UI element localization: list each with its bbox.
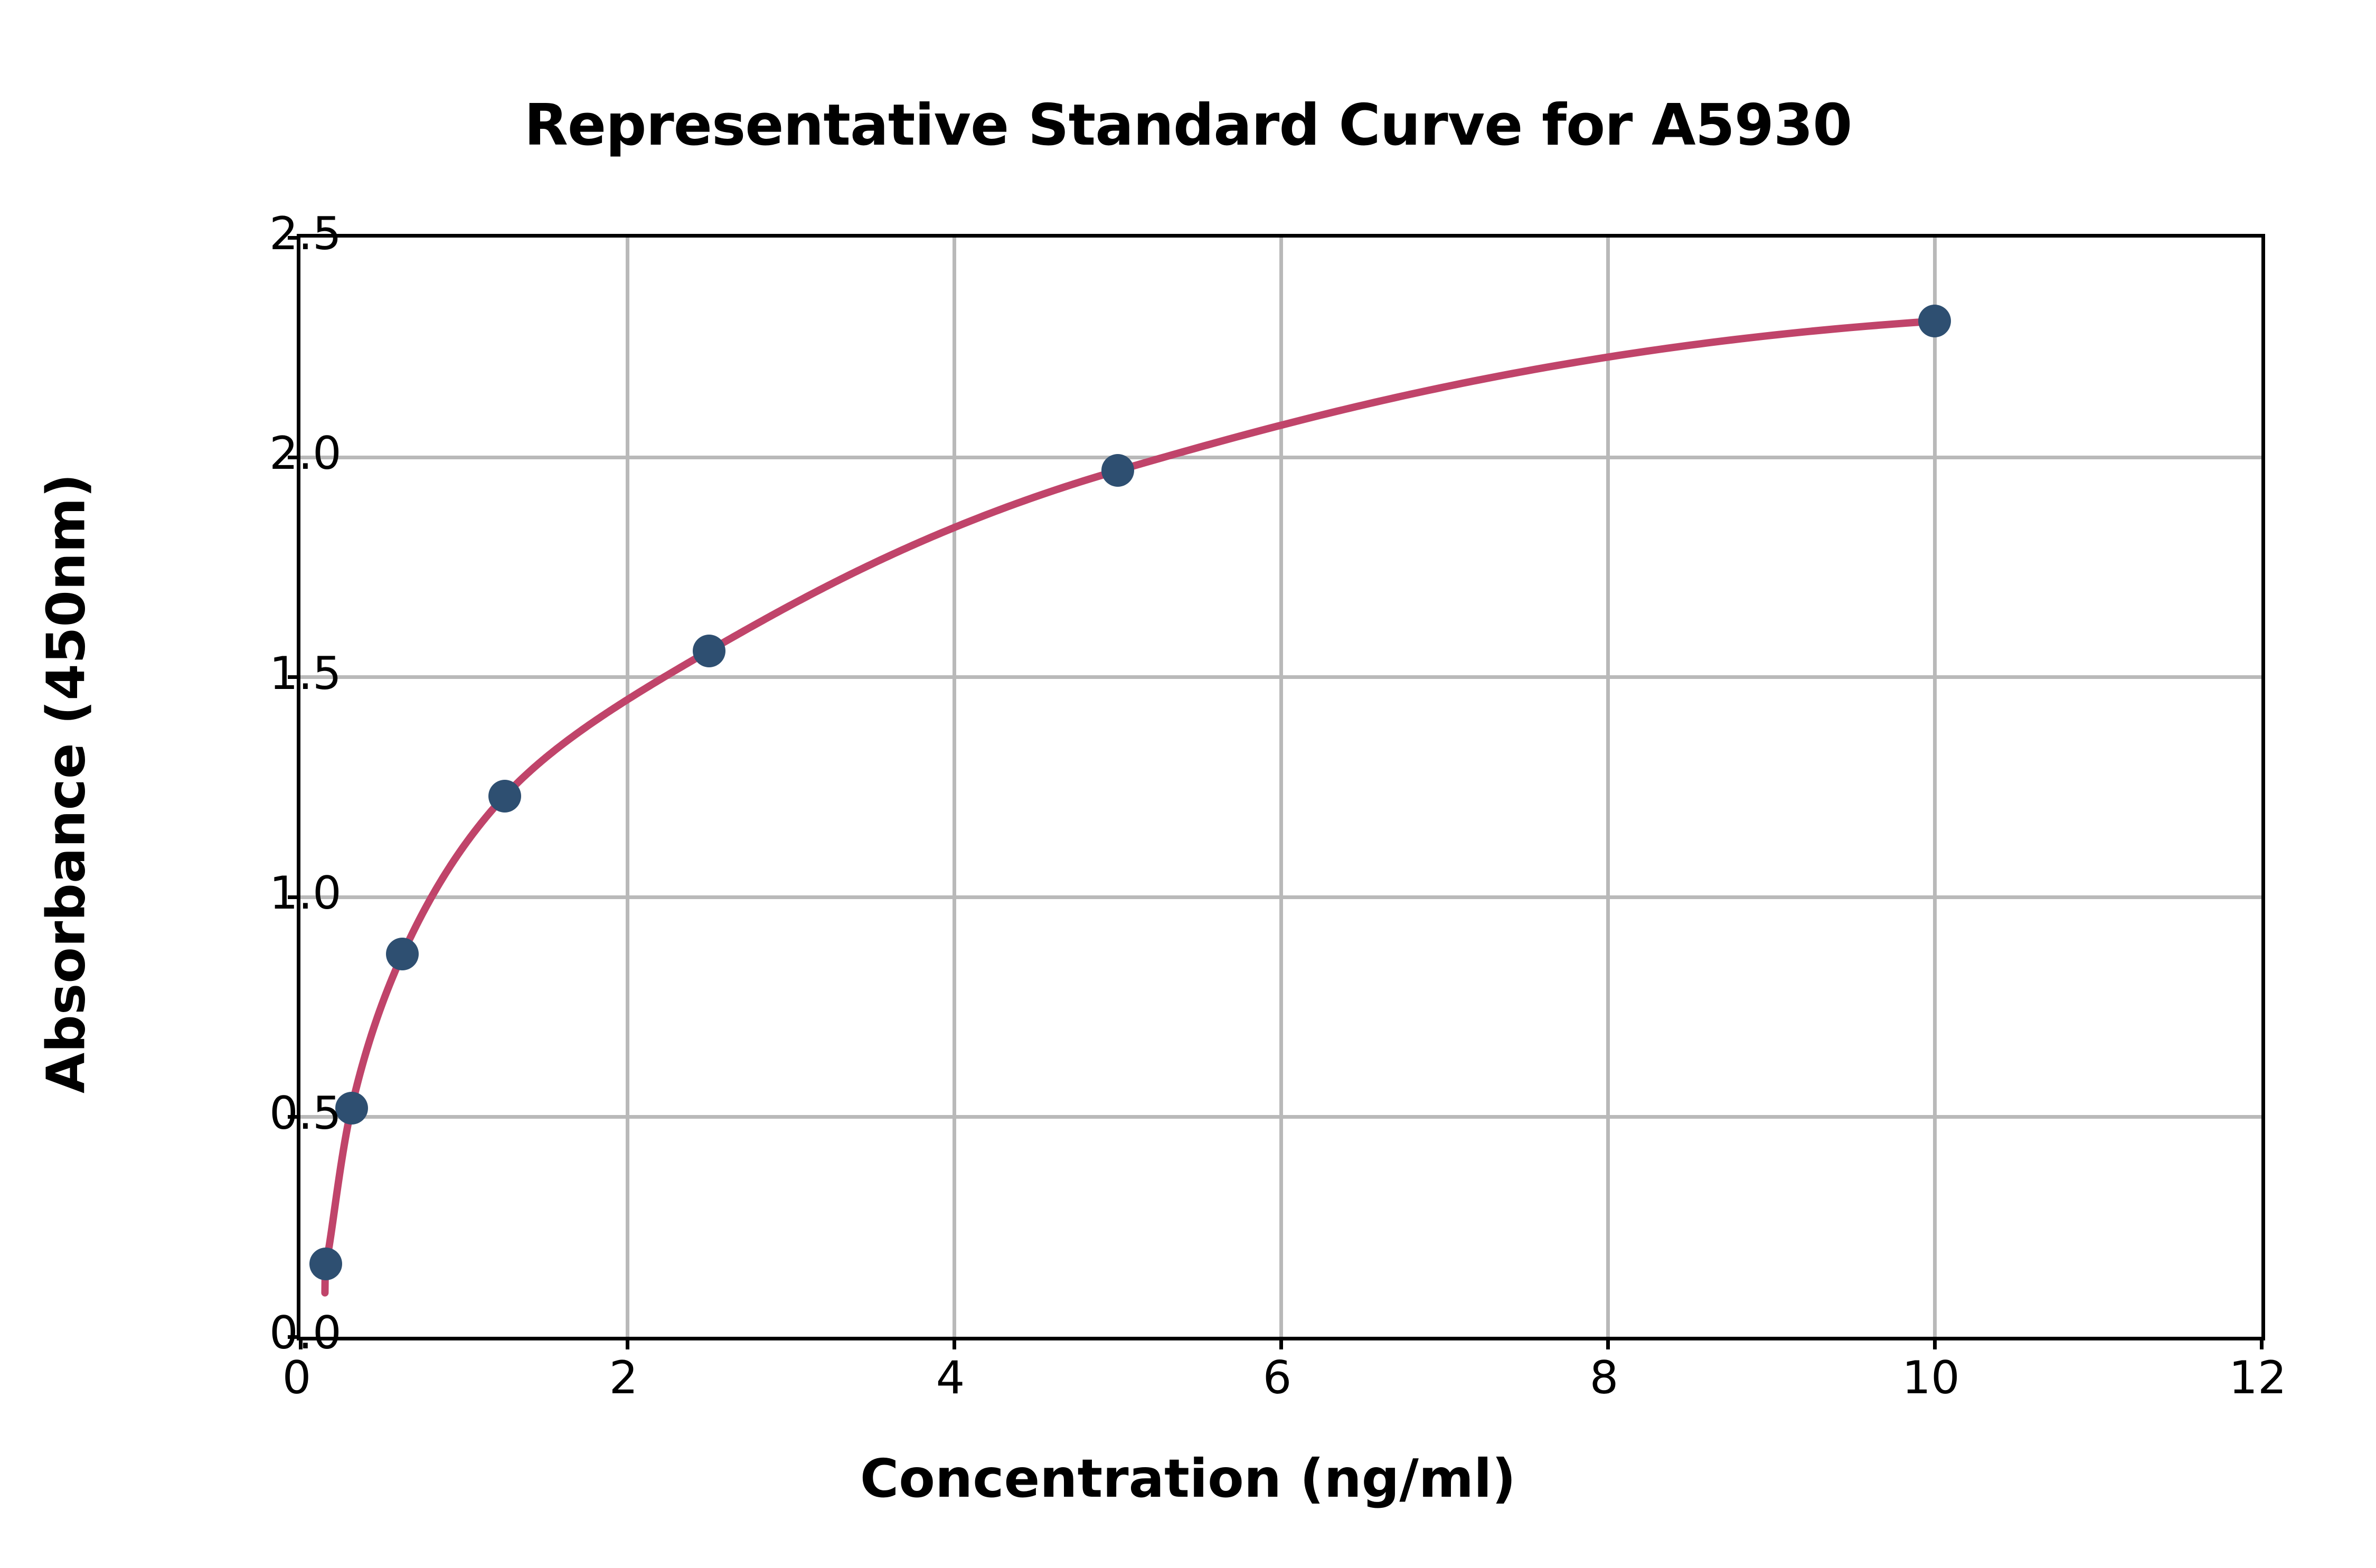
x-axis-tick-label: 8 (1589, 1352, 1619, 1404)
gridline-vertical (1932, 238, 1937, 1337)
gridline-horizontal (300, 1115, 2261, 1119)
data-point-marker (386, 938, 419, 971)
x-axis-tick-label: 6 (1262, 1352, 1292, 1404)
x-axis-label: Concentration (ng/ml) (860, 1448, 1516, 1509)
x-axis-tick-label: 4 (936, 1352, 965, 1404)
y-axis-tick (288, 1335, 300, 1339)
data-point-marker (692, 634, 725, 667)
chart-title: Representative Standard Curve for A5930 (524, 92, 1852, 158)
x-axis-tick-label: 2 (609, 1352, 638, 1404)
x-axis-tick (952, 1337, 956, 1349)
data-point-marker (1101, 454, 1134, 487)
x-axis-tick (2259, 1337, 2264, 1349)
y-axis-label-container: Absorbance (450nm) (0, 234, 132, 1333)
data-point-marker (309, 1247, 343, 1280)
x-axis-tick (1279, 1337, 1283, 1349)
y-axis-tick (288, 895, 300, 899)
x-axis-tick-label: 0 (282, 1352, 312, 1404)
gridline-horizontal (300, 675, 2261, 679)
y-axis-tick (288, 455, 300, 459)
x-axis-tick (1606, 1337, 1610, 1349)
data-point-marker (488, 779, 521, 813)
plot-area (288, 234, 2265, 1349)
gridline-vertical (1279, 238, 1283, 1337)
y-axis-label: Absorbance (450nm) (35, 473, 97, 1094)
gridlines (300, 238, 2261, 1337)
x-axis-tick-label: 10 (1902, 1352, 1960, 1404)
x-axis-tick (298, 1337, 303, 1349)
x-axis-tick-label: 12 (2229, 1352, 2287, 1404)
gridline-horizontal (300, 895, 2261, 899)
gridline-vertical (952, 238, 956, 1337)
data-point-marker (1918, 305, 1951, 338)
gridline-vertical (625, 238, 629, 1337)
plot-inner (288, 235, 2264, 1349)
x-axis-tick (625, 1337, 629, 1349)
y-axis-tick (288, 675, 300, 679)
gridline-horizontal (300, 455, 2261, 459)
y-axis-tick (288, 1115, 300, 1119)
x-axis-tick (1932, 1337, 1937, 1349)
data-points-layer (300, 238, 2261, 1337)
data-point-marker (335, 1091, 368, 1125)
gridline-vertical (1606, 238, 1610, 1337)
y-axis-tick (288, 235, 300, 240)
